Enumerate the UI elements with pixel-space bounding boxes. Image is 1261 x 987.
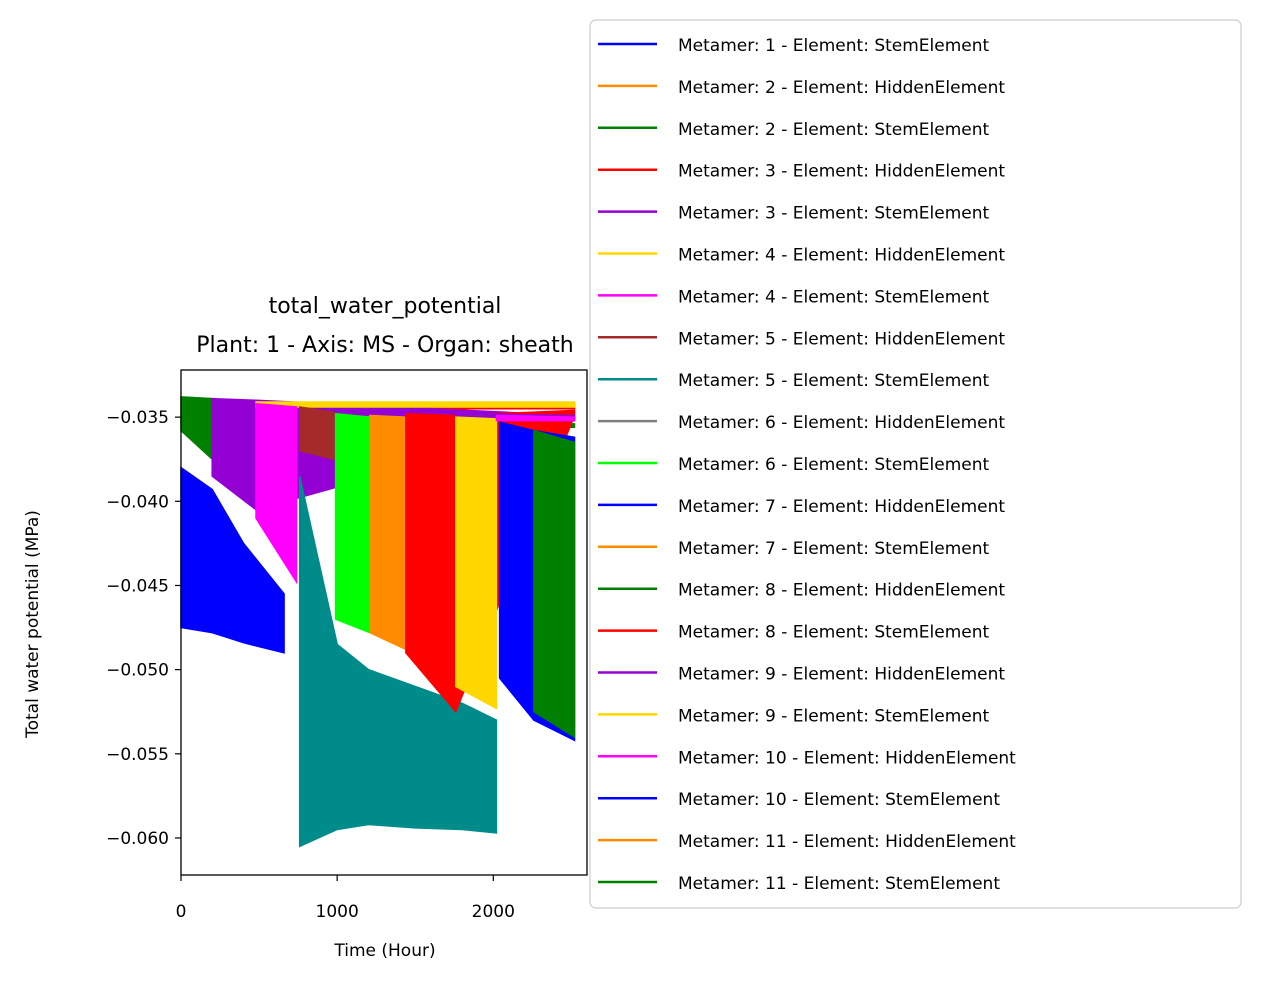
series-band-18 <box>495 414 576 422</box>
legend-label: Metamer: 9 - Element: StemElement <box>678 706 990 726</box>
legend-label: Metamer: 6 - Element: StemElement <box>678 455 990 475</box>
y-tick-label: −0.040 <box>106 492 169 512</box>
legend-box <box>589 19 1242 909</box>
legend-label: Metamer: 11 - Element: StemElement <box>678 874 1000 894</box>
x-tick-label: 1000 <box>316 902 359 922</box>
x-tick-label: 0 <box>176 902 187 922</box>
series-band-9 <box>298 475 498 848</box>
y-tick-label: −0.060 <box>106 829 169 849</box>
series-band-13 <box>369 414 407 651</box>
legend-label: Metamer: 2 - Element: StemElement <box>678 120 990 140</box>
y-tick-label: −0.045 <box>106 576 169 596</box>
plot-series-group <box>180 396 576 848</box>
x-axis-label: Time (Hour) <box>333 941 435 961</box>
legend-label: Metamer: 10 - Element: StemElement <box>678 790 1000 810</box>
legend-label: Metamer: 5 - Element: HiddenElement <box>678 329 1005 349</box>
plot-frame <box>180 369 588 876</box>
legend-items: Metamer: 1 - Element: StemElement Metamer… <box>598 36 1016 894</box>
legend-label: Metamer: 4 - Element: HiddenElement <box>678 246 1005 266</box>
legend: Metamer: 1 - Element: StemElement Metamer… <box>589 19 1242 909</box>
y-tick-label: −0.055 <box>106 745 169 765</box>
legend-label: Metamer: 7 - Element: HiddenElement <box>678 497 1005 517</box>
legend-label: Metamer: 1 - Element: StemElement <box>678 36 990 56</box>
legend-label: Metamer: 3 - Element: HiddenElement <box>678 162 1005 182</box>
series-band-11 <box>334 412 371 634</box>
x-axis: 0 1000 2000 <box>176 875 515 922</box>
legend-label: Metamer: 6 - Element: HiddenElement <box>678 413 1005 433</box>
y-tick-label: −0.035 <box>106 408 169 428</box>
series-band-3 <box>180 396 213 461</box>
legend-label: Metamer: 3 - Element: StemElement <box>678 204 990 224</box>
legend-label: Metamer: 4 - Element: StemElement <box>678 287 990 307</box>
legend-label: Metamer: 11 - Element: HiddenElement <box>678 832 1016 852</box>
series-band-1 <box>180 466 285 654</box>
legend-label: Metamer: 9 - Element: HiddenElement <box>678 665 1005 685</box>
y-axis: −0.035 −0.040 −0.045 −0.050 −0.055 −0.060 <box>106 408 181 849</box>
chart-subtitle: Plant: 1 - Axis: MS - Organ: sheath <box>196 333 573 358</box>
series-band-21 <box>533 429 576 739</box>
legend-label: Metamer: 2 - Element: HiddenElement <box>678 78 1005 98</box>
legend-label: Metamer: 7 - Element: StemElement <box>678 539 990 559</box>
y-tick-label: −0.050 <box>106 661 169 681</box>
legend-label: Metamer: 8 - Element: HiddenElement <box>678 581 1005 601</box>
series-band-7 <box>255 402 298 585</box>
legend-label: Metamer: 8 - Element: StemElement <box>678 623 990 643</box>
legend-label: Metamer: 5 - Element: StemElement <box>678 371 990 391</box>
chart-title: total_water_potential <box>269 294 502 319</box>
series-band-17 <box>455 416 498 710</box>
legend-label: Metamer: 10 - Element: HiddenElement <box>678 748 1016 768</box>
series-band-8 <box>298 406 335 461</box>
x-tick-label: 2000 <box>472 902 515 922</box>
y-axis-label: Total water potential (MPa) <box>23 510 43 739</box>
series-band-6 <box>255 401 576 408</box>
